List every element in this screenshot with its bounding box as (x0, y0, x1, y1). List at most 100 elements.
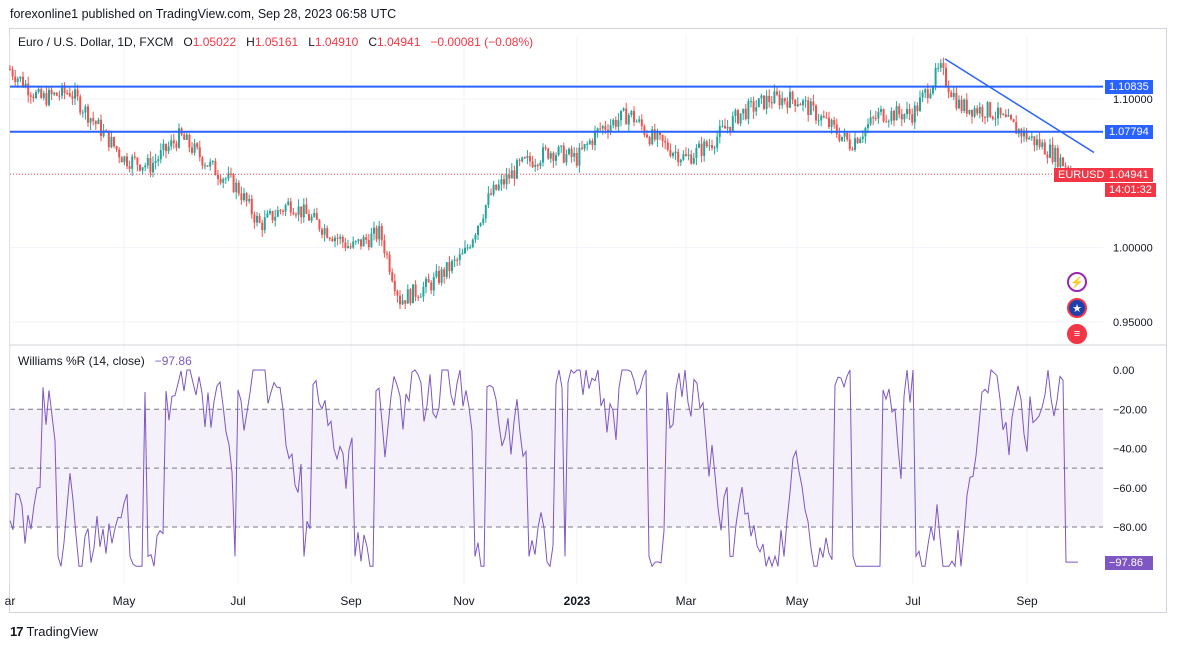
candle-body (152, 162, 154, 173)
candle-body (115, 146, 118, 150)
candle-body (984, 116, 986, 118)
candle-body (591, 140, 594, 145)
candle-body (308, 214, 310, 221)
candle-body (50, 89, 53, 95)
candle-body (165, 143, 167, 152)
lightning-icon[interactable]: ⚡ (1067, 272, 1087, 292)
candle-body (1062, 157, 1064, 167)
candle-body (417, 296, 420, 298)
candle-body (729, 126, 732, 132)
candle-body (724, 125, 726, 129)
candle-body (794, 99, 797, 107)
candle-body (921, 92, 924, 98)
candle-body (9, 69, 11, 71)
candle-body (172, 140, 175, 144)
candle-body (48, 89, 50, 105)
candle-body (141, 167, 144, 171)
candle-body (882, 109, 885, 122)
candle-body (851, 149, 854, 151)
candle-body (695, 147, 698, 158)
candle-body (305, 204, 308, 215)
candle-body (484, 205, 487, 219)
candle-body (185, 134, 188, 140)
candle-body (40, 88, 43, 98)
candle-body (952, 92, 955, 98)
candle-body (752, 101, 755, 112)
candle-body (461, 253, 464, 255)
candle-body (328, 237, 331, 239)
candle-body (323, 228, 326, 235)
candle-body (334, 237, 336, 242)
candle-body (214, 160, 217, 176)
candle-body (89, 118, 92, 123)
williams-tick-label: −40.00 (1113, 444, 1147, 456)
candle-body (947, 85, 950, 93)
candle-body (1041, 142, 1044, 147)
candle-body (1015, 122, 1018, 134)
candle-body (107, 130, 110, 148)
footer: 17 TradingView (10, 624, 98, 639)
candles (9, 57, 1075, 310)
candle-body (474, 234, 477, 240)
candle-body (776, 91, 778, 95)
candle-body (523, 157, 526, 159)
candle-body (588, 140, 591, 144)
williams-tick-label: 0.00 (1113, 365, 1134, 377)
level2-tag: 1.07794 (1105, 125, 1153, 139)
candle-body (321, 229, 323, 235)
candle-body (253, 214, 256, 223)
candle-body (859, 139, 862, 144)
candle-body (687, 154, 690, 156)
candle-body (276, 210, 279, 217)
candle-body (1028, 137, 1031, 140)
candle-body (61, 85, 63, 96)
candle-body (492, 184, 495, 195)
candle-body (596, 128, 599, 132)
candle-body (664, 140, 667, 143)
close-label: C (368, 35, 377, 49)
candle-body (612, 120, 615, 126)
candle-body (573, 152, 576, 157)
candle-body (261, 222, 264, 231)
candle-body (529, 156, 531, 162)
candle-body (352, 241, 355, 248)
axes: 1.100001.050001.000000.95000arMayJulSepN… (5, 94, 1153, 608)
eu-flag-icon[interactable]: ★ (1067, 298, 1087, 318)
footer-brand: TradingView (26, 624, 99, 639)
horizontal-levels (10, 58, 1103, 175)
candle-body (477, 225, 479, 235)
candle-body (1064, 166, 1067, 168)
candle-body (562, 145, 565, 163)
candle-body (367, 239, 370, 248)
candle-body (284, 205, 287, 212)
candle-body (170, 140, 173, 147)
candle-body (318, 219, 321, 230)
candle-body (362, 237, 365, 247)
candle-body (1010, 115, 1012, 120)
candle-body (755, 107, 758, 112)
price-tick-label: 1.10000 (1113, 94, 1153, 106)
candle-body (149, 158, 152, 173)
candle-body (991, 116, 994, 120)
candle-body (422, 286, 425, 297)
candle-body (822, 115, 825, 118)
open-value: 1.05022 (192, 35, 237, 49)
candle-body (770, 102, 773, 104)
candle-body (419, 296, 422, 298)
candle-body (638, 119, 641, 122)
candle-body (336, 237, 339, 239)
candle-body (458, 254, 461, 260)
candle-body (791, 91, 794, 100)
time-tick-label: Nov (453, 594, 474, 608)
candle-body (989, 102, 992, 117)
candle-body (438, 270, 440, 283)
high-value: 1.05161 (254, 35, 299, 49)
candle-body (487, 193, 490, 206)
candle-body (721, 125, 724, 127)
candle-body (471, 239, 474, 248)
candle-body (950, 92, 953, 98)
us-flag-icon[interactable]: ≡ (1067, 324, 1087, 344)
candle-body (404, 300, 407, 304)
candle-body (370, 233, 373, 248)
